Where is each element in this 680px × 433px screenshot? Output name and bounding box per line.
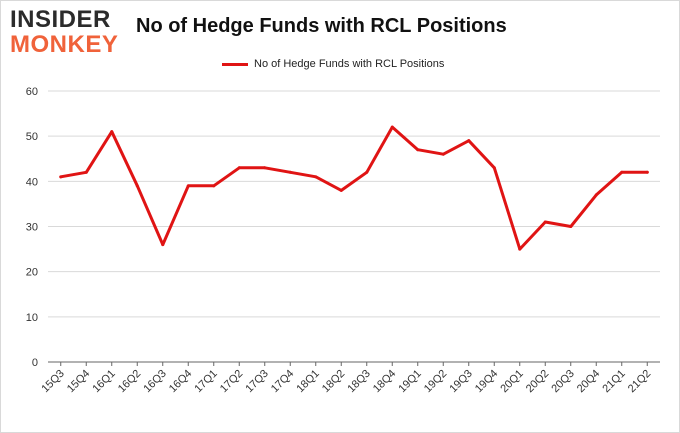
y-tick-label: 10 bbox=[26, 312, 38, 324]
x-tick-label: 17Q3 bbox=[243, 368, 271, 396]
data-point bbox=[212, 184, 216, 188]
data-point bbox=[594, 193, 598, 197]
x-tick-label: 18Q1 bbox=[294, 368, 322, 396]
x-tick-label: 17Q4 bbox=[269, 368, 297, 396]
data-point bbox=[645, 170, 649, 174]
x-tick-label: 15Q4 bbox=[65, 368, 93, 396]
y-tick-label: 20 bbox=[26, 267, 38, 279]
data-point bbox=[543, 220, 547, 224]
data-point bbox=[186, 184, 190, 188]
x-tick-label: 20Q2 bbox=[524, 368, 552, 396]
data-point bbox=[314, 175, 318, 179]
x-tick-label: 20Q4 bbox=[575, 368, 603, 396]
data-point bbox=[84, 170, 88, 174]
y-tick-label: 0 bbox=[32, 357, 38, 369]
data-point bbox=[492, 166, 496, 170]
x-tick-label: 20Q1 bbox=[498, 368, 526, 396]
x-tick-label: 17Q1 bbox=[192, 368, 220, 396]
data-point bbox=[161, 243, 165, 247]
x-tick-label: 15Q3 bbox=[39, 368, 67, 396]
x-tick-label: 18Q4 bbox=[371, 368, 399, 396]
data-point bbox=[288, 170, 292, 174]
x-tick-label: 16Q4 bbox=[167, 368, 195, 396]
legend-label: No of Hedge Funds with RCL Positions bbox=[254, 58, 445, 70]
data-point bbox=[569, 225, 573, 228]
legend-swatch bbox=[222, 62, 248, 66]
chart-title: No of Hedge Funds with RCL Positions bbox=[136, 15, 507, 37]
x-tick-label: 20Q3 bbox=[549, 368, 577, 396]
logo-line-1: INSIDER bbox=[10, 6, 111, 33]
x-tick-label: 19Q3 bbox=[447, 368, 475, 396]
data-point bbox=[416, 148, 420, 152]
data-point bbox=[59, 175, 63, 179]
x-tick-label: 19Q4 bbox=[473, 368, 501, 396]
chart-legend: No of Hedge Funds with RCL Positions bbox=[222, 56, 444, 72]
data-point bbox=[390, 125, 394, 129]
data-point bbox=[441, 152, 445, 156]
data-point bbox=[518, 247, 522, 251]
y-tick-label: 30 bbox=[26, 222, 38, 234]
y-tick-label: 60 bbox=[26, 86, 38, 98]
x-tick-label: 19Q1 bbox=[396, 368, 424, 396]
insider-monkey-logo: INSIDER MONKEY bbox=[10, 8, 128, 58]
x-tick-label: 17Q2 bbox=[218, 368, 246, 396]
x-tick-label: 18Q2 bbox=[320, 368, 348, 396]
data-point bbox=[365, 170, 369, 174]
data-point bbox=[263, 166, 267, 170]
y-tick-label: 40 bbox=[26, 176, 38, 188]
logo-line-2: MONKEY bbox=[10, 31, 119, 58]
x-tick-label: 18Q3 bbox=[345, 368, 373, 396]
data-point bbox=[237, 166, 241, 170]
x-tick-label: 21Q2 bbox=[626, 368, 654, 396]
data-point bbox=[467, 139, 471, 143]
x-tick-label: 16Q2 bbox=[116, 368, 144, 396]
x-tick-label: 16Q3 bbox=[141, 368, 169, 396]
y-tick-label: 50 bbox=[26, 131, 38, 143]
data-point bbox=[620, 170, 624, 174]
data-point bbox=[135, 184, 139, 188]
data-point bbox=[110, 130, 114, 134]
series-line bbox=[59, 125, 649, 251]
x-tick-label: 19Q2 bbox=[422, 368, 450, 396]
x-tick-label: 16Q1 bbox=[90, 368, 118, 396]
data-point bbox=[339, 188, 343, 192]
x-tick-label: 21Q1 bbox=[600, 368, 628, 396]
